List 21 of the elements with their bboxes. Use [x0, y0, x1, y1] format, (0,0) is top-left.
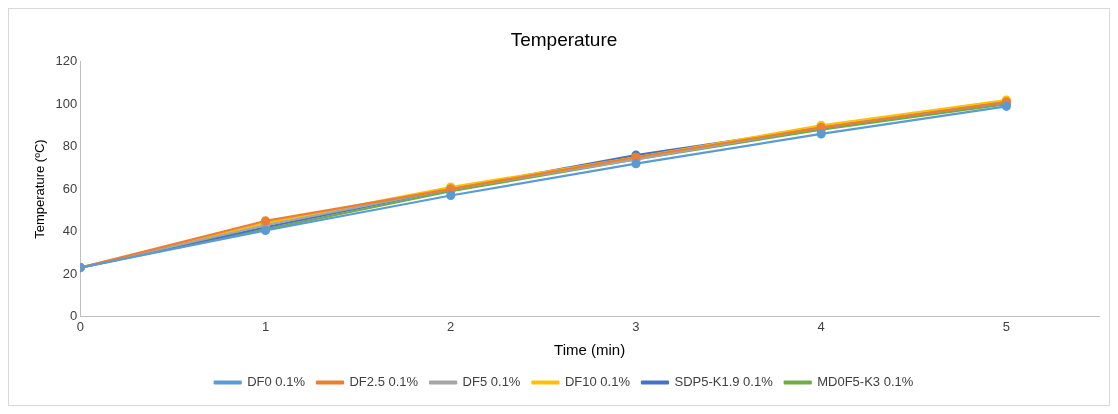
x-tick-label: 3: [632, 318, 640, 334]
y-tick-label: 40: [62, 223, 78, 239]
y-tick-label: 100: [55, 95, 78, 111]
legend-label: SDP5-K1.9 0.1%: [674, 374, 774, 390]
legend-label: DF10 0.1%: [564, 374, 631, 390]
legend-label: DF0 0.1%: [247, 374, 306, 390]
x-tick-label: 1: [261, 318, 270, 334]
legend-label: MD0F5-K3 0.1%: [817, 374, 914, 390]
y-tick-label: 0: [70, 307, 78, 323]
legend-label: DF5 0.1%: [462, 374, 521, 390]
y-tick-label: 20: [62, 265, 78, 281]
x-axis-title: Time (min): [554, 341, 626, 359]
x-tick-label: 2: [447, 318, 455, 334]
legend-label: DF2.5 0.1%: [349, 374, 419, 390]
x-tick-label: 5: [1002, 318, 1011, 334]
x-tick-label: 4: [817, 318, 825, 334]
y-axis-title: Temperature (ºC): [32, 139, 48, 239]
y-tick-label: 80: [62, 138, 78, 154]
y-tick-label: 60: [62, 180, 78, 196]
y-tick-label: 120: [55, 53, 78, 69]
chart-title: Temperature: [510, 28, 618, 50]
